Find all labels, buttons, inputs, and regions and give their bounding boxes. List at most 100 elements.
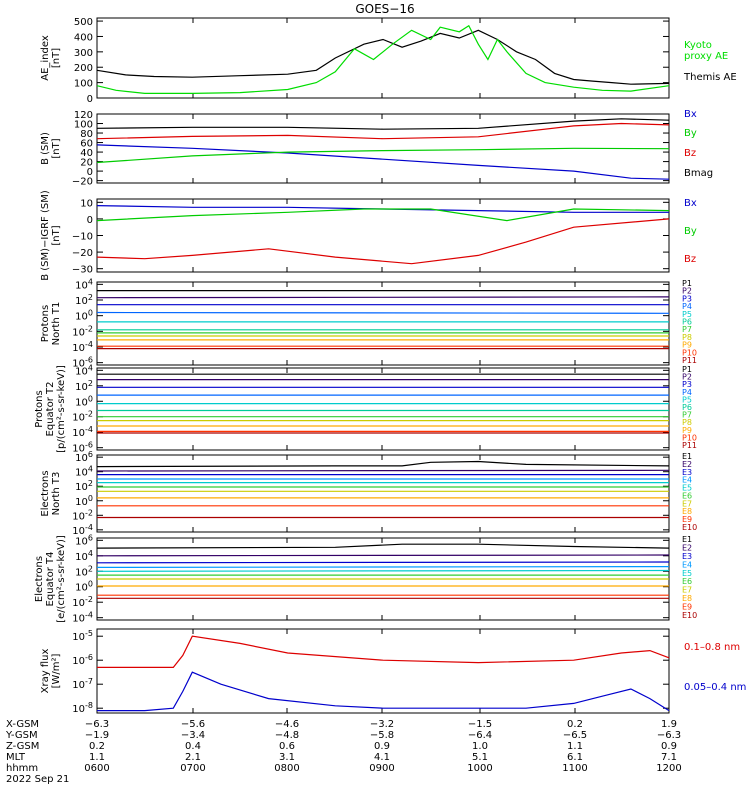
series-e3 (96, 561, 670, 564)
y-tick-label: 102 (75, 379, 93, 393)
series-bz (96, 122, 670, 140)
legend-entry: E2 (682, 543, 692, 552)
y-tick-label: 10-7 (72, 677, 93, 691)
ephemeris-value: −4.8 (275, 730, 299, 741)
legend-entry: 0.1–0.8 nm (684, 642, 740, 653)
ephemeris-value: −6.3 (85, 719, 109, 730)
y-tick-label: 10-4 (72, 523, 93, 537)
ephemeris-value: 1000 (467, 763, 492, 774)
legend-entry: P10 (682, 433, 697, 442)
legend-entry: P9 (682, 341, 692, 350)
y-axis-label: [nT] (51, 138, 62, 158)
ephemeris-value: −3.2 (370, 719, 394, 730)
ephemeris-value: −5.8 (370, 730, 394, 741)
y-tick-label: 0 (87, 167, 93, 178)
y-tick-label: 100 (74, 120, 93, 131)
legend-entry: P3 (682, 294, 692, 303)
legend-entry: E9 (682, 515, 692, 524)
ephemeris-value: 0600 (84, 763, 109, 774)
series-e5 (96, 569, 670, 572)
legend-entry: E1 (682, 535, 692, 544)
y-tick-label: 10-2 (72, 324, 93, 338)
ephemeris-value: 1.9 (661, 719, 677, 730)
ephemeris-label: Y-GSM (5, 730, 38, 741)
ephemeris-value: 0800 (274, 763, 299, 774)
ephemeris-value: 0700 (180, 763, 205, 774)
y-axis-label: B (SM) (40, 132, 51, 165)
y-tick-label: 100 (75, 394, 93, 408)
y-tick-label: 0 (87, 94, 93, 105)
legend-entry: P4 (682, 388, 692, 397)
legend-entry: E10 (682, 523, 697, 532)
ephemeris-value: 1.0 (472, 741, 488, 752)
y-tick-label: 102 (75, 293, 93, 307)
y-tick-label: 10-2 (72, 595, 93, 609)
y-tick-label: 104 (75, 277, 93, 291)
panel-frame (96, 628, 670, 714)
y-tick-label: −10 (72, 232, 93, 243)
legend-entry: E2 (682, 460, 692, 469)
ephemeris-value: 0.9 (374, 741, 390, 752)
legend-entry: By (684, 128, 697, 139)
ephemeris-value: 0.9 (661, 741, 677, 752)
y-tick-label: 10-4 (72, 611, 93, 625)
y-tick-label: 60 (80, 139, 93, 150)
series-by (96, 208, 670, 222)
ephemeris-label: Z-GSM (6, 741, 39, 752)
panel-frame (96, 281, 670, 366)
legend-entry: Themis AE (683, 72, 737, 83)
y-tick-label: 100 (74, 79, 93, 90)
y-axis-label: North T3 (51, 472, 62, 516)
legend-entry: P3 (682, 380, 692, 389)
series-e2 (96, 554, 670, 557)
ephemeris-value: 0.2 (567, 719, 583, 730)
ephemeris-value: 1.1 (567, 741, 583, 752)
ephemeris-value: 0.4 (185, 741, 201, 752)
y-tick-label: 10-8 (72, 701, 93, 715)
series-bz (96, 218, 670, 265)
legend-entry: E8 (682, 594, 692, 603)
legend-entry: P6 (682, 318, 692, 327)
legend-entry: E7 (682, 499, 692, 508)
legend-entry: E3 (682, 468, 692, 477)
ephemeris-value: 1.1 (89, 752, 105, 763)
ephemeris-value: 6.1 (567, 752, 583, 763)
series-e4 (96, 565, 670, 569)
legend-entry: E4 (682, 560, 692, 569)
series-themis-ae (96, 29, 670, 85)
y-tick-label: 400 (74, 32, 93, 43)
y-tick-label: 104 (75, 363, 93, 377)
series-0-1-0-8-nm (97, 635, 670, 669)
y-axis-label: Xray flux (40, 649, 51, 694)
y-tick-label: 100 (75, 494, 93, 508)
y-tick-label: −20 (72, 177, 93, 188)
panel-8: 10-5 10-6 10-7 10-8 Xray flux [W/m²] 0.1–0.8 n… (40, 628, 746, 715)
y-tick-label: 10 (80, 198, 93, 209)
ephemeris-value: 3.1 (279, 752, 295, 763)
legend-entry: Kyoto proxy AE (684, 40, 728, 62)
legend-entry: By (684, 226, 697, 237)
y-tick-label: 40 (80, 148, 93, 159)
legend-entry: 0.05–0.4 nm (684, 682, 746, 693)
y-tick-label: 10-5 (72, 629, 93, 643)
panel-frame (96, 367, 670, 451)
y-axis-label: Equator T4 (45, 552, 56, 607)
y-axis-label: [p/(cm²-s-sr-keV)] (56, 365, 67, 453)
legend-entry: E3 (682, 552, 692, 561)
y-axis-label: Electrons (34, 556, 45, 602)
legend-entry: E9 (682, 603, 692, 612)
ephemeris-value: −6.3 (657, 730, 681, 741)
ephemeris-label: hhmm (6, 763, 38, 774)
ephemeris-label: X-GSM (6, 719, 39, 730)
series-p2 (96, 296, 670, 299)
ephemeris-value: −3.4 (181, 730, 205, 741)
legend-entry: P8 (682, 333, 692, 342)
y-tick-label: 104 (75, 465, 93, 479)
y-tick-label: −30 (72, 265, 93, 276)
y-tick-label: 102 (75, 564, 93, 578)
legend-entry: E6 (682, 577, 692, 586)
legend-entry: P6 (682, 403, 692, 412)
